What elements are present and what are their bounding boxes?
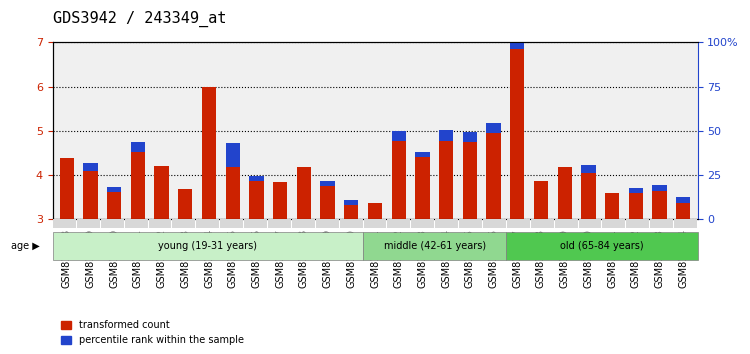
Bar — [83, 163, 98, 171]
Bar — [439, 130, 453, 141]
Bar — [487, 133, 501, 219]
Bar — [416, 152, 430, 156]
Bar — [273, 182, 287, 219]
Bar — [344, 200, 358, 205]
Text: middle (42-61 years): middle (42-61 years) — [384, 241, 486, 251]
Bar — [249, 181, 263, 219]
Bar — [628, 193, 643, 219]
Bar — [463, 142, 477, 219]
Bar — [178, 189, 193, 219]
Bar — [510, 15, 524, 49]
Bar — [130, 152, 145, 219]
Bar — [652, 185, 667, 191]
Bar — [83, 171, 98, 219]
Bar — [581, 173, 596, 219]
Legend: transformed count, percentile rank within the sample: transformed count, percentile rank withi… — [57, 316, 248, 349]
Bar — [557, 167, 572, 219]
Bar — [628, 188, 643, 193]
Bar — [320, 181, 334, 186]
Bar — [344, 205, 358, 219]
Bar — [392, 131, 406, 141]
Bar — [249, 176, 263, 181]
Bar — [652, 191, 667, 219]
Bar — [463, 132, 477, 142]
Bar — [487, 124, 501, 133]
Text: young (19-31 years): young (19-31 years) — [158, 241, 257, 251]
Text: old (65-84 years): old (65-84 years) — [560, 241, 644, 251]
Bar — [605, 193, 619, 219]
Bar — [534, 181, 548, 219]
Bar — [392, 141, 406, 219]
Bar — [202, 87, 216, 219]
Bar — [510, 49, 524, 219]
Bar — [581, 165, 596, 173]
Text: GDS3942 / 243349_at: GDS3942 / 243349_at — [53, 11, 226, 27]
Bar — [676, 202, 691, 219]
Bar — [439, 141, 453, 219]
Bar — [226, 143, 240, 167]
Bar — [416, 156, 430, 219]
Bar — [107, 187, 122, 192]
Bar — [297, 167, 311, 219]
Bar — [130, 143, 145, 152]
Text: age ▶: age ▶ — [11, 241, 40, 251]
Bar — [226, 167, 240, 219]
Bar — [368, 202, 382, 219]
Bar — [107, 192, 122, 219]
Bar — [320, 186, 334, 219]
Bar — [676, 198, 691, 202]
Bar — [154, 166, 169, 219]
Bar — [59, 159, 74, 219]
